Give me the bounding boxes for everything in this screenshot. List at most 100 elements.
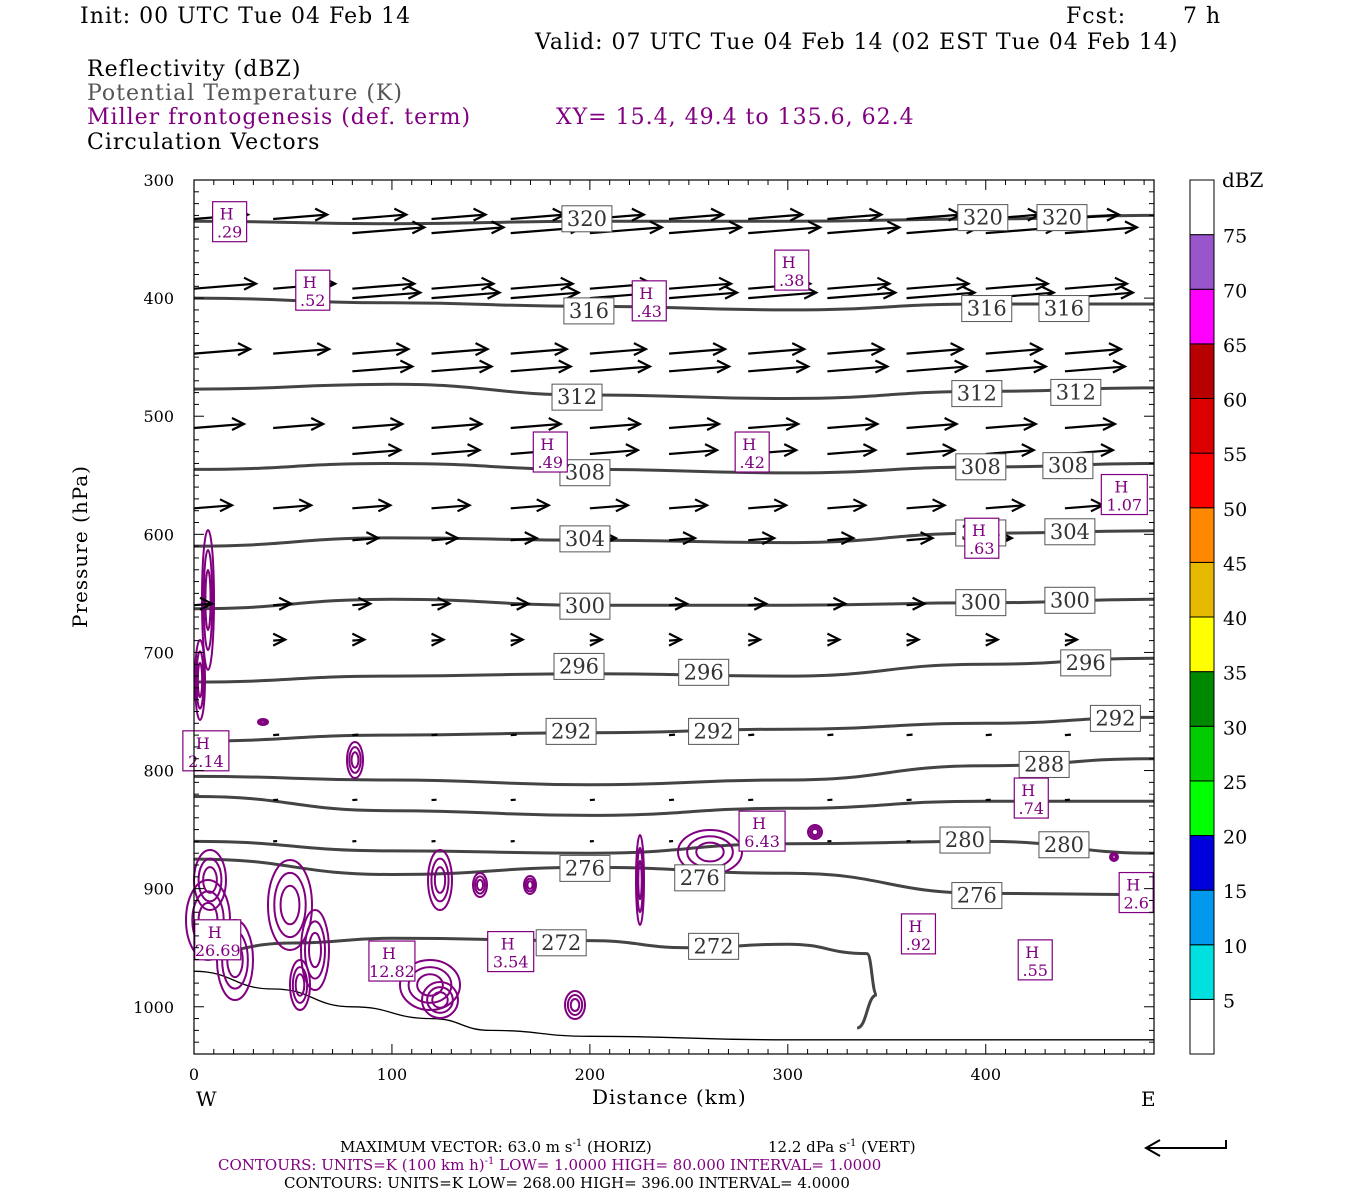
frontogenesis-contour bbox=[196, 661, 204, 699]
circulation-vector-head bbox=[1064, 632, 1080, 647]
theta-label-316: 316 bbox=[1044, 297, 1084, 321]
frontogenesis-contour bbox=[399, 959, 461, 1011]
circulation-vector bbox=[1064, 422, 1116, 430]
frontogenesis-contour bbox=[197, 857, 223, 903]
frontogenesis-max-value: 6.43 bbox=[744, 832, 780, 851]
circulation-vector bbox=[827, 602, 846, 607]
circulation-vector-head bbox=[516, 596, 532, 611]
field-reflectivity: Reflectivity (dBZ) bbox=[87, 57, 302, 82]
circulation-vector bbox=[827, 348, 884, 355]
theta-contour-280 bbox=[193, 839, 1155, 855]
theta-label-box bbox=[559, 525, 611, 553]
theta-label-304: 304 bbox=[565, 527, 605, 551]
y-axis-title: Pressure (hPa) bbox=[68, 465, 92, 628]
colorbar-label: 10 bbox=[1223, 936, 1247, 958]
circulation-vector-head bbox=[728, 220, 744, 235]
circulation-vector-head bbox=[876, 276, 892, 291]
frontogenesis-contour bbox=[523, 875, 537, 895]
theta-label-box bbox=[1060, 649, 1112, 677]
frontogenesis-contour bbox=[427, 849, 453, 911]
frontogenesis-max-box bbox=[774, 249, 810, 291]
circulation-vector-head bbox=[706, 417, 722, 432]
circulation-vector-head bbox=[445, 531, 460, 546]
frontogenesis-contour bbox=[289, 959, 311, 1011]
circulation-vector bbox=[668, 537, 696, 542]
theta-label-296: 296 bbox=[559, 654, 599, 678]
circulation-vector bbox=[906, 449, 955, 456]
theta-label-box bbox=[561, 205, 613, 233]
y-tick-label: 400 bbox=[143, 289, 174, 308]
circulation-vector bbox=[748, 422, 799, 430]
colorbar-label: 70 bbox=[1223, 280, 1247, 302]
circulation-vector bbox=[431, 602, 450, 607]
east-label: E bbox=[1141, 1087, 1156, 1111]
circulation-vector-head bbox=[724, 285, 740, 300]
frontogenesis-max-box bbox=[738, 810, 786, 852]
circulation-vector bbox=[431, 226, 504, 235]
circulation-vector-head bbox=[840, 531, 856, 546]
circulation-vector-head bbox=[832, 596, 848, 611]
circulation-vector-head bbox=[377, 498, 393, 513]
theta-label-276: 276 bbox=[565, 856, 605, 880]
circulation-vector-head bbox=[716, 359, 732, 374]
circulation-vector-head bbox=[393, 207, 409, 222]
colorbar-swatch bbox=[1189, 671, 1215, 727]
colorbar-label: 35 bbox=[1223, 663, 1247, 685]
circulation-vector-head bbox=[237, 342, 253, 357]
circulation-vector bbox=[589, 365, 650, 373]
circulation-vector bbox=[1064, 226, 1138, 235]
circulation-vector bbox=[906, 282, 969, 290]
circulation-vector bbox=[906, 537, 933, 542]
forecast-label: Fcst: bbox=[1066, 4, 1127, 29]
circulation-vector-head bbox=[431, 632, 446, 647]
forecast-hours: 7 h bbox=[1183, 4, 1222, 29]
theta-contour-312 bbox=[193, 382, 1155, 401]
theta-label-box bbox=[559, 854, 611, 882]
colorbar-label: 60 bbox=[1223, 390, 1247, 412]
theta-label-box bbox=[563, 297, 615, 325]
frontogenesis-max-marker: H bbox=[540, 435, 554, 454]
circulation-vector bbox=[431, 504, 470, 510]
circulation-vector-head bbox=[704, 443, 720, 458]
theta-label-box bbox=[553, 652, 605, 680]
circulation-vector bbox=[1064, 348, 1122, 355]
circulation-vector-head bbox=[694, 498, 710, 513]
circulation-vector bbox=[906, 213, 961, 221]
colorbar-swatch bbox=[1189, 234, 1215, 290]
theta-label-292: 292 bbox=[1095, 706, 1135, 730]
frontogenesis-max-marker: H bbox=[742, 435, 756, 454]
frontogenesis-max-value: .49 bbox=[538, 453, 563, 472]
colorbar-label: 50 bbox=[1223, 499, 1247, 521]
circulation-vector bbox=[193, 282, 257, 290]
cross-section-endpoints: XY= 15.4, 49.4 to 135.6, 62.4 bbox=[556, 105, 915, 130]
frontogenesis-contour bbox=[291, 966, 309, 1004]
frontogenesis-max-marker: H bbox=[1021, 781, 1035, 800]
y-tick-label: 700 bbox=[143, 643, 174, 662]
y-tick-label: 1000 bbox=[133, 998, 174, 1017]
circulation-vector-head bbox=[631, 207, 647, 222]
valid-time: Valid: 07 UTC Tue 04 Feb 14 (02 EST Tue … bbox=[535, 30, 1179, 55]
frontogenesis-contour bbox=[194, 639, 206, 721]
colorbar-label: 40 bbox=[1223, 608, 1247, 630]
circulation-vector bbox=[668, 348, 726, 355]
theta-contour-288 bbox=[193, 757, 1155, 787]
circulation-vector bbox=[748, 226, 821, 235]
theta-label-box bbox=[535, 929, 587, 957]
theta-label-308: 308 bbox=[961, 455, 1001, 479]
circulation-vector-head bbox=[1029, 342, 1045, 357]
circulation-vector-head bbox=[826, 632, 842, 647]
circulation-vector-head bbox=[852, 498, 868, 513]
theta-contours-info: CONTOURS: UNITS=K LOW= 268.00 HIGH= 396.… bbox=[284, 1174, 850, 1192]
circulation-vector bbox=[510, 365, 571, 373]
circulation-vector bbox=[510, 504, 549, 510]
circulation-vector bbox=[827, 537, 854, 542]
frontogenesis-max-box bbox=[1017, 939, 1053, 981]
circulation-vector-head bbox=[1100, 443, 1116, 458]
colorbar-swatch bbox=[1189, 944, 1215, 1000]
frontogenesis-contour bbox=[526, 880, 534, 890]
theta-label-box bbox=[951, 882, 1003, 910]
frontogenesis-max-value: 26.69 bbox=[195, 941, 241, 960]
circulation-vector bbox=[589, 422, 640, 430]
theta-contour-284 bbox=[193, 795, 1154, 817]
circulation-vector-head bbox=[795, 359, 811, 374]
